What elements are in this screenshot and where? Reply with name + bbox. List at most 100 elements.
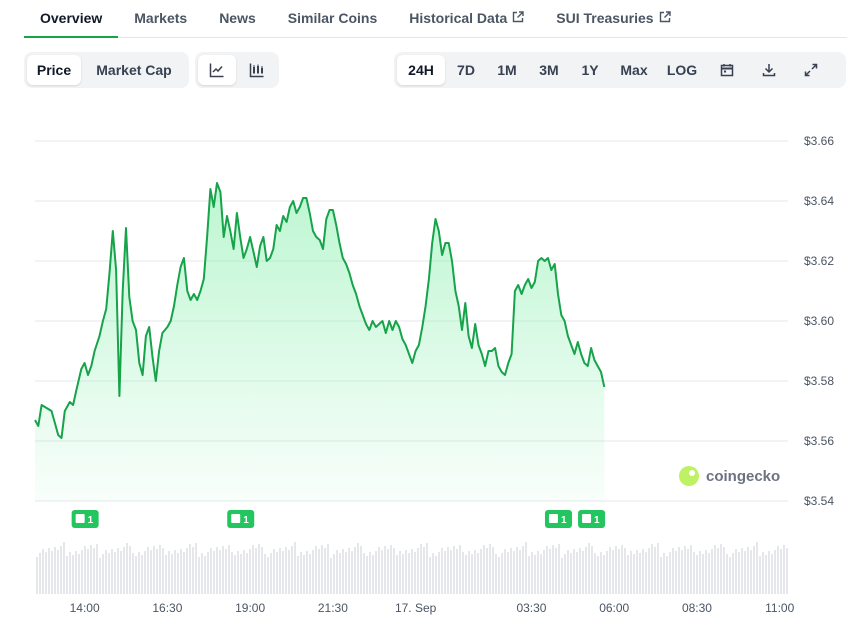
volume-bar xyxy=(207,552,209,594)
volume-bar xyxy=(732,553,734,594)
volume-bar xyxy=(369,552,371,594)
line-chart-button[interactable] xyxy=(198,55,236,85)
volume-bar xyxy=(48,548,50,594)
tab-historical-data[interactable]: Historical Data xyxy=(409,0,524,38)
calendar-button[interactable] xyxy=(707,55,747,85)
news-marker[interactable]: 1 xyxy=(227,510,255,528)
volume-bar xyxy=(756,542,758,594)
volume-bar xyxy=(291,546,293,594)
volume-bar xyxy=(465,555,467,594)
volume-bar xyxy=(684,546,686,594)
volume-bar xyxy=(78,554,80,594)
volume-bar xyxy=(66,556,68,594)
watermark-text: coingecko xyxy=(706,468,780,485)
volume-bar xyxy=(132,553,134,594)
volume-bar xyxy=(507,552,509,594)
volume-bar xyxy=(294,542,296,594)
range-7d-button[interactable]: 7D xyxy=(457,62,475,78)
volume-bar xyxy=(708,553,710,594)
volume-bar xyxy=(627,555,629,594)
candlestick-button[interactable] xyxy=(238,55,276,85)
volume-bar xyxy=(42,549,44,594)
news-marker[interactable]: 1 xyxy=(578,510,606,528)
volume-bar xyxy=(645,552,647,594)
volume-bar xyxy=(108,553,110,594)
volume-bar xyxy=(696,555,698,594)
range-1y-button[interactable]: 1Y xyxy=(581,62,599,78)
volume-bar xyxy=(324,548,326,594)
volume-bar xyxy=(336,550,338,594)
volume-bar xyxy=(432,553,434,594)
y-tick-label: $3.58 xyxy=(804,374,834,388)
volume-bar xyxy=(381,550,383,594)
volume-bar xyxy=(258,544,260,594)
range-3m-button[interactable]: 3M xyxy=(539,62,559,78)
download-button[interactable] xyxy=(749,55,789,85)
volume-bar xyxy=(180,549,182,594)
volume-bar xyxy=(288,550,290,594)
y-tick-label: $3.64 xyxy=(804,194,834,208)
volume-bar xyxy=(318,549,320,594)
range-max-button[interactable]: Max xyxy=(620,62,648,78)
range-24h-button[interactable]: 24H xyxy=(397,55,445,85)
volume-bar xyxy=(552,545,554,594)
volume-bar xyxy=(669,552,671,594)
volume-bar xyxy=(39,553,41,594)
volume-bar xyxy=(348,548,350,594)
volume-bar xyxy=(300,552,302,594)
volume-bar xyxy=(390,545,392,594)
volume-bar xyxy=(162,548,164,594)
price-button[interactable]: Price xyxy=(27,55,81,85)
volume-bar xyxy=(333,554,335,594)
tab-markets[interactable]: Markets xyxy=(134,0,187,38)
market-cap-button[interactable]: Market Cap xyxy=(96,62,172,78)
news-count: 1 xyxy=(243,515,249,526)
volume-bar xyxy=(216,547,218,594)
news-marker[interactable]: 1 xyxy=(71,510,99,528)
x-tick-label: 21:30 xyxy=(318,601,348,615)
news-marker[interactable]: 1 xyxy=(544,510,572,528)
volume-bar xyxy=(759,556,761,594)
volume-bar xyxy=(282,551,284,594)
expand-button[interactable] xyxy=(791,55,831,85)
volume-bar xyxy=(513,551,515,594)
volume-bar xyxy=(150,550,152,594)
volume-bar xyxy=(414,552,416,594)
volume-bar xyxy=(429,557,431,594)
volume-bar xyxy=(573,549,575,594)
x-tick-label: 08:30 xyxy=(682,601,712,615)
tab-overview[interactable]: Overview xyxy=(24,0,119,38)
volume-bar xyxy=(327,544,329,594)
volume-bar xyxy=(690,545,692,594)
volume-bar xyxy=(72,555,74,594)
volume-bar xyxy=(357,543,359,594)
tab-news[interactable]: News xyxy=(219,0,256,38)
volume-bar xyxy=(459,545,461,594)
volume-bar xyxy=(339,553,341,594)
volume-bar xyxy=(609,547,611,594)
volume-bar xyxy=(102,554,104,594)
range-1m-button[interactable]: 1M xyxy=(497,62,517,78)
volume-bar xyxy=(729,557,731,594)
volume-bar xyxy=(378,547,380,594)
tab-sui-treasuries[interactable]: SUI Treasuries xyxy=(556,0,671,38)
volume-bar xyxy=(138,552,140,594)
volume-bar xyxy=(717,548,719,594)
volume-bar xyxy=(456,549,458,594)
volume-bar xyxy=(720,544,722,594)
volume-bar xyxy=(183,552,185,594)
volume-bar xyxy=(330,558,332,594)
volume-bar xyxy=(279,548,281,594)
volume-bar xyxy=(594,553,596,594)
volume-bar xyxy=(660,557,662,594)
volume-bar xyxy=(210,548,212,594)
volume-bar xyxy=(426,543,428,594)
volume-bar xyxy=(705,550,707,594)
volume-bar xyxy=(423,547,425,594)
volume-bar xyxy=(726,554,728,594)
volume-bar xyxy=(579,548,581,594)
volume-bar xyxy=(267,557,269,594)
range-log-button[interactable]: LOG xyxy=(666,62,698,78)
tab-similar-coins[interactable]: Similar Coins xyxy=(288,0,377,38)
volume-bar xyxy=(45,552,47,594)
